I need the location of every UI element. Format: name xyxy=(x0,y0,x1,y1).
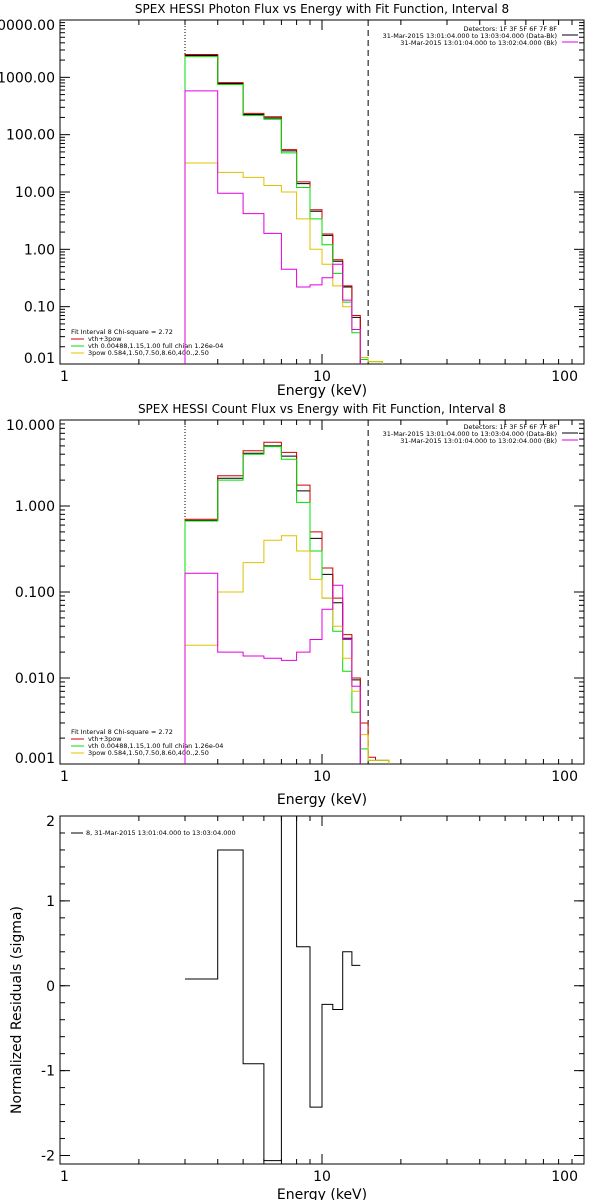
legend-bk: 31-Mar-2015 13:01:04.000 to 13:02:04.000… xyxy=(400,39,557,47)
legend-detectors: Detectors: 1F 3F 5F 6F 7F 8F xyxy=(463,25,557,33)
y-tick-label: 2 xyxy=(46,814,55,830)
top-legend: Detectors: 1F 3F 5F 6F 7F 8F 31-Mar-2015… xyxy=(383,25,578,47)
y-tick-label: 1 xyxy=(46,894,55,910)
legend-residuals: 8, 31-Mar-2015 13:01:04.000 to 13:03:04.… xyxy=(86,829,236,837)
legend-total: vth+3pow xyxy=(88,735,122,743)
legend-vth: vth 0.00488,1.15,1.00 full chian 1.26e-0… xyxy=(88,342,223,350)
x-tick-label: 10 xyxy=(313,1169,331,1185)
series-line-4 xyxy=(184,90,361,364)
legend-fit-info: Fit Interval 8 Chi-square = 2.72 xyxy=(71,728,173,736)
x-tick-label: 10 xyxy=(313,369,331,385)
y-tick-label: 0000.00 xyxy=(0,18,55,34)
bottom-legend: Fit Interval 8 Chi-square = 2.72 vth+3po… xyxy=(71,328,223,357)
top-legend: Detectors: 1F 3F 5F 6F 7F 8F 31-Mar-2015… xyxy=(383,423,578,445)
residuals-legend: 8, 31-Mar-2015 13:01:04.000 to 13:03:04.… xyxy=(71,829,236,837)
count-flux-panel: SPEX HESSI Count Flux vs Energy with Fit… xyxy=(6,402,585,808)
chart-title: SPEX HESSI Count Flux vs Energy with Fit… xyxy=(138,402,506,416)
series-line-3 xyxy=(184,535,390,764)
series-line-0 xyxy=(185,815,361,1162)
legend-total: vth+3pow xyxy=(88,335,122,343)
photon-flux-panel: SPEX HESSI Photon Flux vs Energy with Fi… xyxy=(0,2,585,399)
legend-fit-info: Fit Interval 8 Chi-square = 2.72 xyxy=(71,328,173,336)
x-tick-label: 10 xyxy=(313,769,331,785)
chart-title: SPEX HESSI Photon Flux vs Energy with Fi… xyxy=(135,2,509,16)
x-tick-label: 1 xyxy=(60,769,69,785)
y-tick-label: 1.00 xyxy=(24,242,55,258)
x-tick-label: 100 xyxy=(551,369,578,385)
x-tick-label: 100 xyxy=(551,1169,578,1185)
y-tick-label: -2 xyxy=(41,1149,55,1165)
y-tick-label: 1000.00 xyxy=(0,70,55,86)
y-axis-label: Normalized Residuals (sigma) xyxy=(9,906,25,1114)
y-tick-label: 1.000 xyxy=(15,499,55,515)
series-line-0 xyxy=(184,445,361,764)
x-tick-label: 100 xyxy=(551,769,578,785)
legend-bk: 31-Mar-2015 13:01:04.000 to 13:02:04.000… xyxy=(400,437,557,445)
series-line-2 xyxy=(184,56,383,364)
x-axis-label: Energy (keV) xyxy=(277,1187,367,1200)
y-tick-label: 100.00 xyxy=(6,128,55,144)
x-tick-label: 1 xyxy=(60,1169,69,1185)
y-tick-label: 0.10 xyxy=(24,300,55,316)
y-tick-label: 0 xyxy=(46,979,55,995)
series-line-4 xyxy=(184,572,361,764)
series-line-1 xyxy=(184,54,361,364)
legend-powerlaw: 3pow 0.584,1.50,7.50,8.60,400.,2.50 xyxy=(88,349,209,357)
y-tick-label: 0.01 xyxy=(24,351,55,367)
series-line-3 xyxy=(184,162,383,364)
series-line-0 xyxy=(184,55,361,364)
legend-powerlaw: 3pow 0.584,1.50,7.50,8.60,400.,2.50 xyxy=(88,749,209,757)
x-axis-label: Energy (keV) xyxy=(277,792,367,808)
legend-data-bk: 31-Mar-2015 13:01:04.000 to 13:03:04.000… xyxy=(383,32,557,40)
legend-data-bk: 31-Mar-2015 13:01:04.000 to 13:03:04.000… xyxy=(383,430,557,438)
legend-vth: vth 0.00488,1.15,1.00 full chian 1.26e-0… xyxy=(88,742,223,750)
x-tick-label: 1 xyxy=(60,369,69,385)
y-tick-label: 0.001 xyxy=(15,751,55,767)
residuals-panel: 8, 31-Mar-2015 13:01:04.000 to 13:03:04.… xyxy=(9,814,585,1200)
legend-detectors: Detectors: 1F 3F 5F 6F 7F 8F xyxy=(463,423,557,431)
bottom-legend: Fit Interval 8 Chi-square = 2.72 vth+3po… xyxy=(71,728,223,757)
x-axis-label: Energy (keV) xyxy=(277,383,367,399)
y-tick-label: 0.010 xyxy=(15,671,55,687)
y-tick-label: -1 xyxy=(41,1064,55,1080)
y-tick-label: 10.000 xyxy=(6,418,55,434)
y-tick-label: 0.100 xyxy=(15,585,55,601)
y-tick-label: 10.00 xyxy=(15,185,55,201)
